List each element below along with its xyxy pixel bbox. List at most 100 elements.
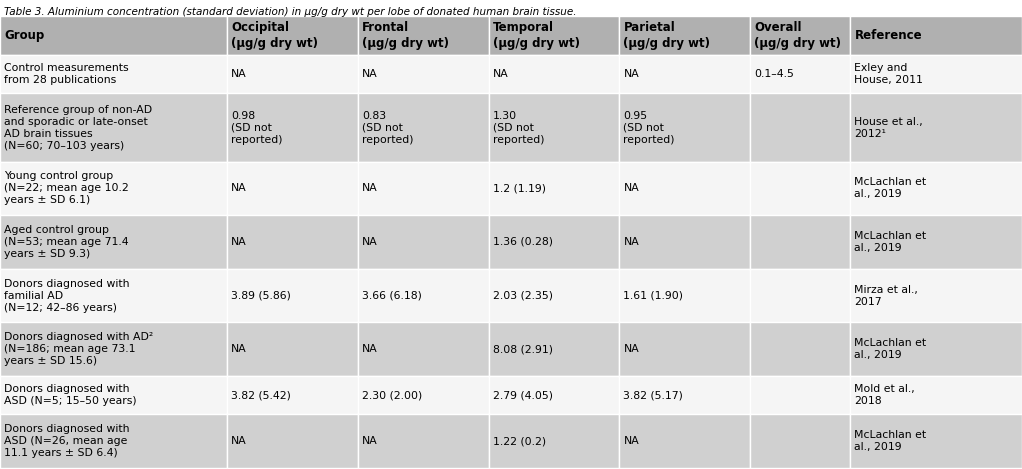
- Bar: [227, 162, 358, 215]
- Text: Donors diagnosed with
familial AD
(N=12; 42–86 years): Donors diagnosed with familial AD (N=12;…: [4, 279, 130, 312]
- Bar: [619, 415, 750, 468]
- Bar: [750, 269, 850, 322]
- Text: Mold et al.,
2018: Mold et al., 2018: [854, 384, 915, 406]
- Bar: [227, 269, 358, 322]
- Bar: [227, 16, 358, 55]
- Bar: [489, 16, 619, 55]
- Bar: [227, 93, 358, 162]
- Text: Young control group
(N=22; mean age 10.2
years ± SD 6.1): Young control group (N=22; mean age 10.2…: [4, 172, 129, 205]
- Bar: [750, 93, 850, 162]
- Bar: [750, 415, 850, 468]
- Bar: [0, 55, 227, 93]
- Text: NA: NA: [623, 237, 639, 247]
- Bar: [619, 376, 750, 415]
- Text: NA: NA: [623, 344, 639, 354]
- Text: Donors diagnosed with
ASD (N=26, mean age
11.1 years ± SD 6.4): Donors diagnosed with ASD (N=26, mean ag…: [4, 424, 130, 458]
- Text: 2.03 (2.35): 2.03 (2.35): [493, 290, 553, 301]
- Bar: [358, 415, 489, 468]
- Bar: [358, 269, 489, 322]
- Text: McLachlan et
al., 2019: McLachlan et al., 2019: [854, 338, 927, 360]
- Text: NA: NA: [623, 69, 639, 79]
- Text: NA: NA: [623, 436, 639, 446]
- Bar: [619, 215, 750, 269]
- Bar: [850, 215, 1022, 269]
- Text: 1.61 (1.90): 1.61 (1.90): [623, 290, 684, 301]
- Text: 3.66 (6.18): 3.66 (6.18): [362, 290, 422, 301]
- Bar: [489, 322, 619, 376]
- Bar: [850, 16, 1022, 55]
- Text: McLachlan et
al., 2019: McLachlan et al., 2019: [854, 231, 927, 253]
- Bar: [0, 16, 227, 55]
- Text: NA: NA: [362, 183, 377, 194]
- Bar: [750, 376, 850, 415]
- Bar: [619, 55, 750, 93]
- Bar: [489, 55, 619, 93]
- Bar: [750, 55, 850, 93]
- Bar: [0, 162, 227, 215]
- Text: 3.82 (5.42): 3.82 (5.42): [231, 390, 291, 400]
- Text: NA: NA: [231, 69, 246, 79]
- Bar: [227, 322, 358, 376]
- Bar: [619, 16, 750, 55]
- Text: NA: NA: [362, 237, 377, 247]
- Bar: [227, 376, 358, 415]
- Text: Table 3. Aluminium concentration (standard deviation) in µg/g dry wt per lobe of: Table 3. Aluminium concentration (standa…: [4, 7, 576, 17]
- Text: 1.36 (0.28): 1.36 (0.28): [493, 237, 553, 247]
- Bar: [750, 322, 850, 376]
- Text: Parietal
(µg/g dry wt): Parietal (µg/g dry wt): [623, 21, 710, 50]
- Text: McLachlan et
al., 2019: McLachlan et al., 2019: [854, 177, 927, 199]
- Bar: [489, 162, 619, 215]
- Text: 3.89 (5.86): 3.89 (5.86): [231, 290, 291, 301]
- Bar: [358, 55, 489, 93]
- Text: House et al.,
2012¹: House et al., 2012¹: [854, 117, 923, 138]
- Bar: [0, 322, 227, 376]
- Text: 0.83
(SD not
reported): 0.83 (SD not reported): [362, 111, 413, 144]
- Bar: [850, 162, 1022, 215]
- Text: 0.98
(SD not
reported): 0.98 (SD not reported): [231, 111, 282, 144]
- Text: NA: NA: [493, 69, 508, 79]
- Text: 2.79 (4.05): 2.79 (4.05): [493, 390, 553, 400]
- Text: NA: NA: [231, 183, 246, 194]
- Bar: [227, 215, 358, 269]
- Text: Aged control group
(N=53; mean age 71.4
years ± SD 9.3): Aged control group (N=53; mean age 71.4 …: [4, 225, 129, 259]
- Text: Reference group of non-AD
and sporadic or late-onset
AD brain tissues
(N=60; 70–: Reference group of non-AD and sporadic o…: [4, 105, 152, 151]
- Text: NA: NA: [362, 69, 377, 79]
- Text: 3.82 (5.17): 3.82 (5.17): [623, 390, 684, 400]
- Bar: [0, 376, 227, 415]
- Text: Temporal
(µg/g dry wt): Temporal (µg/g dry wt): [493, 21, 579, 50]
- Bar: [0, 93, 227, 162]
- Bar: [0, 215, 227, 269]
- Text: NA: NA: [231, 237, 246, 247]
- Bar: [489, 215, 619, 269]
- Text: 1.22 (0.2): 1.22 (0.2): [493, 436, 546, 446]
- Bar: [358, 162, 489, 215]
- Text: 0.95
(SD not
reported): 0.95 (SD not reported): [623, 111, 675, 144]
- Text: NA: NA: [231, 436, 246, 446]
- Text: Group: Group: [4, 29, 44, 42]
- Text: Overall
(µg/g dry wt): Overall (µg/g dry wt): [754, 21, 841, 50]
- Text: McLachlan et
al., 2019: McLachlan et al., 2019: [854, 430, 927, 452]
- Bar: [619, 269, 750, 322]
- Bar: [489, 376, 619, 415]
- Bar: [850, 322, 1022, 376]
- Text: Frontal
(µg/g dry wt): Frontal (µg/g dry wt): [362, 21, 449, 50]
- Text: 2.30 (2.00): 2.30 (2.00): [362, 390, 422, 400]
- Text: NA: NA: [362, 344, 377, 354]
- Text: NA: NA: [231, 344, 246, 354]
- Bar: [619, 322, 750, 376]
- Text: 1.30
(SD not
reported): 1.30 (SD not reported): [493, 111, 544, 144]
- Bar: [0, 415, 227, 468]
- Text: Control measurements
from 28 publications: Control measurements from 28 publication…: [4, 63, 129, 85]
- Bar: [619, 93, 750, 162]
- Bar: [850, 55, 1022, 93]
- Bar: [850, 415, 1022, 468]
- Bar: [750, 215, 850, 269]
- Text: Reference: Reference: [854, 29, 922, 42]
- Text: Mirza et al.,
2017: Mirza et al., 2017: [854, 285, 918, 307]
- Text: 8.08 (2.91): 8.08 (2.91): [493, 344, 553, 354]
- Bar: [489, 415, 619, 468]
- Bar: [358, 93, 489, 162]
- Text: Occipital
(µg/g dry wt): Occipital (µg/g dry wt): [231, 21, 318, 50]
- Bar: [750, 162, 850, 215]
- Bar: [850, 269, 1022, 322]
